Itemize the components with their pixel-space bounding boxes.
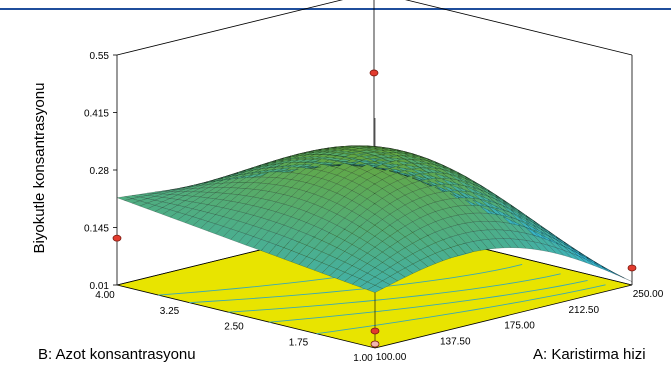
surface-patch <box>230 171 246 177</box>
surface-patch <box>215 178 231 184</box>
design-point <box>112 234 122 242</box>
surface-patch <box>283 168 299 173</box>
surface-patch <box>253 172 269 178</box>
z-tick-label: 0.415 <box>84 109 109 120</box>
floor-contour <box>228 273 561 313</box>
y-tick-label: 3.25 <box>160 306 180 317</box>
z-tick-label: 0.01 <box>90 281 110 292</box>
y-axis-label: B: Azot konsantrasyonu <box>38 346 196 363</box>
y-tick-label: 2.50 <box>224 322 244 333</box>
surface-patch <box>397 267 414 278</box>
frame-edge <box>405 0 633 56</box>
z-tick-label: 0.28 <box>90 166 110 177</box>
top-rule <box>0 8 671 10</box>
surface-patch <box>404 263 421 274</box>
surface-patch <box>185 187 201 192</box>
surface-patch <box>457 243 474 254</box>
floor-contour <box>269 279 588 323</box>
surface-patch <box>366 285 384 293</box>
surface-patch <box>594 262 610 272</box>
design-point <box>627 264 637 272</box>
surface-patch <box>382 276 399 285</box>
surface-patch <box>442 247 459 259</box>
surface-patch <box>389 271 406 282</box>
surface-patch <box>200 179 216 184</box>
surface-patch <box>177 185 193 189</box>
z-tick-label: 0.145 <box>84 224 109 235</box>
design-points <box>112 69 637 348</box>
surface-patch <box>412 259 429 271</box>
design-point <box>370 340 380 348</box>
surface-patch <box>435 250 451 261</box>
z-tick-label: 0.55 <box>90 51 110 62</box>
surface-patch <box>586 259 602 269</box>
surface-patch <box>616 274 633 282</box>
x-tick-label: 175.00 <box>504 321 535 332</box>
x-tick-label: 212.50 <box>568 305 599 316</box>
response-surface <box>116 145 633 293</box>
floor-contour <box>316 284 606 335</box>
y-tick-label: 1.75 <box>289 337 309 348</box>
x-tick-label: 137.50 <box>440 336 471 347</box>
surface-patch <box>222 178 239 184</box>
surface-patch <box>427 253 444 264</box>
design-point <box>370 327 380 335</box>
y-tick-label: 1.00 <box>353 353 373 364</box>
tick-labels: 0.01 0.145 0.28 0.415 0.55 1.00 1.75 2.50 3.25 4.… <box>84 51 664 364</box>
x-axis-label: A: Karistirma hizi <box>533 346 646 363</box>
frame-edge <box>116 0 344 56</box>
x-tick-label: 100.00 <box>376 352 407 363</box>
y-tick-label: 4.00 <box>95 290 115 301</box>
x-tick-label: 250.00 <box>633 289 664 300</box>
design-point <box>369 69 379 77</box>
surface-patch <box>480 239 497 250</box>
surface-patch <box>291 152 307 157</box>
z-axis-label: Biyokutle konsantrasyonu <box>31 83 48 254</box>
